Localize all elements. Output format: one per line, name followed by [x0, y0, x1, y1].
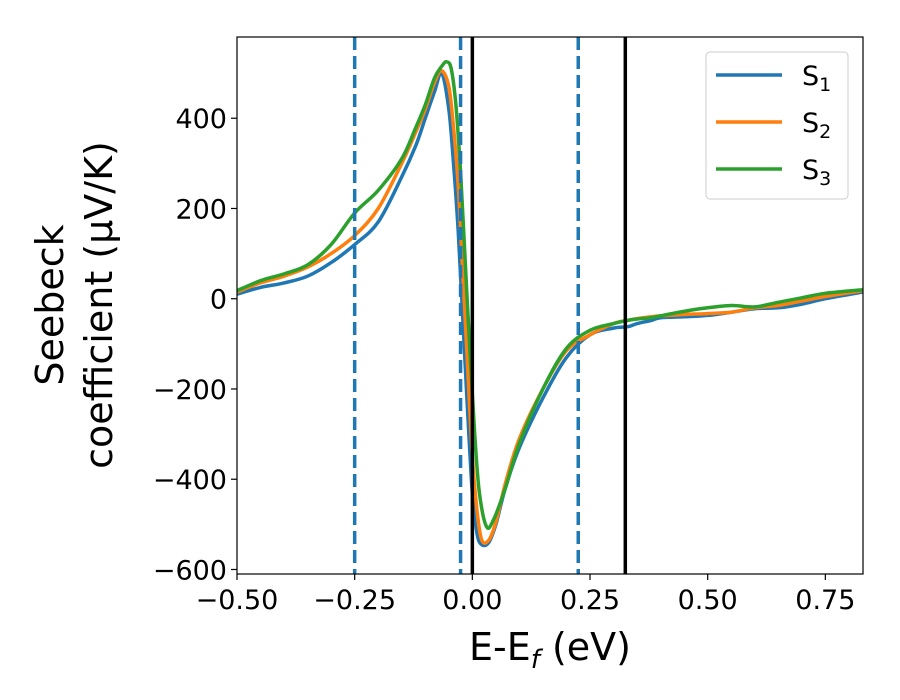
- series-line-s2: [237, 69, 863, 545]
- x-axis-title: E-Ef (eV): [469, 625, 631, 675]
- series-line-s1: [237, 70, 863, 548]
- y-tick-label: 200: [175, 194, 227, 225]
- axis-ticks: −0.50 −0.25 0.00 0.25 0.50 0.75 −600 −400 −200 0 2…: [153, 104, 856, 616]
- x-tick-label: 0.00: [442, 585, 502, 616]
- series-line-s3: [237, 60, 863, 531]
- y-axis-title: Seebeck coefficient (μV/K): [28, 141, 121, 469]
- plot-frame: [236, 36, 864, 575]
- x-tick-label: −0.50: [196, 585, 279, 616]
- y-tick-label: 0: [210, 285, 227, 316]
- plot-layer: [237, 37, 863, 574]
- y-tick-label: −600: [153, 555, 227, 586]
- legend-label-s1: S1: [802, 61, 831, 96]
- y-axis-title-line1: Seebeck: [28, 224, 72, 385]
- legend-label-s2: S2: [802, 108, 831, 143]
- x-tick-label: 0.75: [795, 585, 855, 616]
- x-tick-label: 0.50: [678, 585, 738, 616]
- y-tick-label: −200: [153, 375, 227, 406]
- y-tick-label: 400: [175, 104, 227, 135]
- legend-box: [705, 51, 849, 200]
- x-tick-label: −0.25: [313, 585, 396, 616]
- x-tick-label: 0.25: [560, 585, 620, 616]
- legend: S1 S2 S3: [705, 51, 849, 200]
- y-axis-title-line2: coefficient (μV/K): [77, 141, 121, 469]
- y-tick-label: −400: [153, 465, 227, 496]
- legend-label-s3: S3: [802, 155, 831, 190]
